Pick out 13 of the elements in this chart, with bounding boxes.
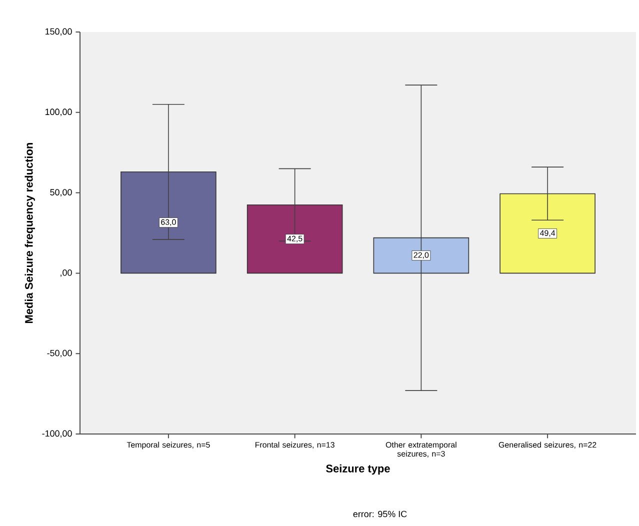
text: error: 95% IC <box>353 510 407 518</box>
x-axis-title: Seizure type <box>326 464 390 475</box>
bar <box>500 193 596 274</box>
y-axis-title: Media Seizure frequency reduction <box>24 142 35 323</box>
y-tick-label: -100,00 <box>42 430 72 438</box>
bar <box>120 171 216 274</box>
y-tick-label: ,00 <box>60 269 72 277</box>
bar <box>246 204 343 274</box>
y-tick-label: 50,00 <box>50 189 72 196</box>
y-tick-label: 150,00 <box>45 28 72 36</box>
y-tick-label: 100,00 <box>45 108 72 116</box>
bar <box>373 237 470 274</box>
y-tick-label: -50,00 <box>47 350 72 358</box>
